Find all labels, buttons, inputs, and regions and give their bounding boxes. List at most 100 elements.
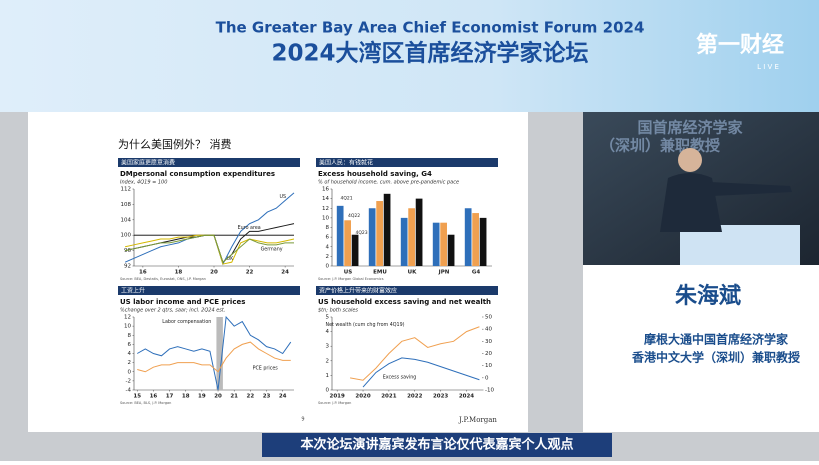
backdrop-text: 国首席经济学家 [637, 119, 742, 137]
backdrop-text: （深圳）兼职教授 [600, 137, 721, 155]
x-tick-label: 2024 [459, 394, 474, 400]
y-tick-label: 96 [124, 248, 131, 254]
y-tick-label: 12 [124, 315, 131, 321]
y-tick-label: 2 [128, 360, 132, 366]
y2-tick-label: -10 [485, 388, 494, 394]
speaker-title: 摩根大通中国首席经济学家 [644, 332, 789, 347]
bar [415, 198, 423, 266]
x-tick-label: 18 [182, 394, 190, 400]
x-tick-label: US [344, 270, 352, 276]
bar [368, 208, 376, 266]
bar [400, 217, 408, 266]
x-tick-label: 22 [246, 270, 254, 276]
y-tick-label: 0 [128, 369, 132, 375]
x-tick-label: 16 [150, 394, 158, 400]
y2-tick-label: 10 [485, 363, 492, 369]
x-tick-label: G4 [472, 270, 481, 276]
x-tick-label: 2023 [433, 394, 448, 400]
x-tick-label: EMU [373, 270, 387, 276]
chart-source: Source: BEA, Destatis, Eurostat, ONS, J.… [120, 277, 206, 281]
x-tick-label: UK [408, 270, 417, 276]
y2-tick-label: 50 [485, 315, 492, 321]
chart-title: US household excess saving and net wealt… [318, 298, 491, 306]
y-tick-label: 1 [326, 373, 330, 379]
legend-label: 4Q22 [348, 213, 360, 219]
y-tick-label: 6 [128, 342, 132, 348]
chart-title: DMpersonal consumption expenditures [120, 170, 275, 178]
section-title: 资产价格上升带来的财富效应 [319, 287, 397, 295]
bar [432, 222, 440, 266]
y-tick-label: 4 [326, 329, 330, 335]
bar [376, 201, 383, 266]
section-title: 美国家庭更愿意消费 [121, 159, 175, 167]
bar [344, 220, 351, 266]
slide-brand: J.P.Morgan [458, 416, 497, 424]
y2-tick-label: 30 [485, 339, 492, 345]
x-tick-label: 19 [198, 394, 206, 400]
y-tick-label: 10 [124, 324, 131, 330]
bar [383, 193, 391, 266]
section-strip [316, 286, 498, 295]
x-tick-label: 15 [133, 394, 141, 400]
y-tick-label: 8 [326, 225, 330, 231]
series-label: PCE prices [253, 366, 279, 372]
chart-source: Source: J.P. Morgan Global Economics [318, 277, 384, 281]
x-tick-label: 24 [279, 394, 287, 400]
shaded-region [216, 317, 223, 390]
speaker-name: 朱海斌 [675, 283, 741, 309]
series-label: US [280, 194, 287, 200]
series-label: Excess saving [383, 374, 417, 380]
x-tick-label: 2021 [381, 394, 396, 400]
header-band [0, 0, 819, 112]
x-tick-label: 21 [230, 394, 238, 400]
section-title: 工资上升 [121, 287, 145, 295]
series-label: UK [227, 256, 235, 262]
y-tick-label: 12 [322, 206, 329, 212]
speaker-arm [710, 182, 792, 196]
y-tick-label: 108 [121, 202, 132, 208]
y-tick-label: 16 [322, 187, 329, 193]
y-tick-label: 104 [121, 217, 132, 223]
chart-subtitle: %change over 2 qtrs, saar; incl. 2Q24 es… [120, 308, 225, 314]
speaker-title: 香港中文大学（深圳）兼职教授 [631, 350, 801, 365]
chart-source: Source: BEA, BLS, J.P. Morgan [120, 401, 171, 405]
x-tick-label: 18 [175, 270, 183, 276]
chart-subtitle: $tn; both scales [318, 308, 358, 314]
series-line [136, 315, 292, 391]
y-tick-label: 2 [326, 254, 330, 260]
speaker-head [678, 148, 702, 172]
logo-tag: L I V E [757, 63, 779, 71]
bar [464, 208, 472, 266]
bar [479, 217, 487, 266]
logo: 第一财经 [696, 32, 784, 58]
y-tick-label: 4 [128, 351, 132, 357]
x-tick-label: 22 [247, 394, 255, 400]
y-tick-label: 2 [326, 358, 330, 364]
x-tick-label: 2022 [407, 394, 422, 400]
y-tick-label: 8 [128, 333, 132, 339]
x-tick-label: JPN [438, 270, 450, 276]
y-tick-label: 3 [326, 344, 330, 350]
x-tick-label: 2019 [330, 394, 345, 400]
x-tick-label: 16 [139, 270, 147, 276]
speaker-body [660, 173, 722, 232]
section-title: 美国人民：有钱就花 [319, 159, 373, 167]
header-title-en: The Greater Bay Area Chief Economist For… [216, 19, 645, 37]
x-tick-label: 23 [263, 394, 271, 400]
legend-label: 4Q23 [355, 230, 367, 236]
y-tick-label: 100 [121, 233, 132, 239]
y-tick-label: -2 [126, 378, 131, 384]
y-tick-label: 5 [326, 315, 330, 321]
chart-source: Source: J.P. Morgan [318, 401, 351, 405]
series-line [350, 326, 480, 381]
series-line [137, 341, 291, 373]
series-label: Germany [261, 247, 283, 253]
y-tick-label: 6 [326, 235, 330, 241]
x-tick-label: 20 [210, 270, 218, 276]
bar [351, 234, 359, 266]
section-strip [118, 158, 300, 167]
series-line [125, 234, 294, 264]
series-line [362, 357, 480, 388]
header-title-zh: 2024大湾区首席经济学家论坛 [271, 40, 588, 67]
